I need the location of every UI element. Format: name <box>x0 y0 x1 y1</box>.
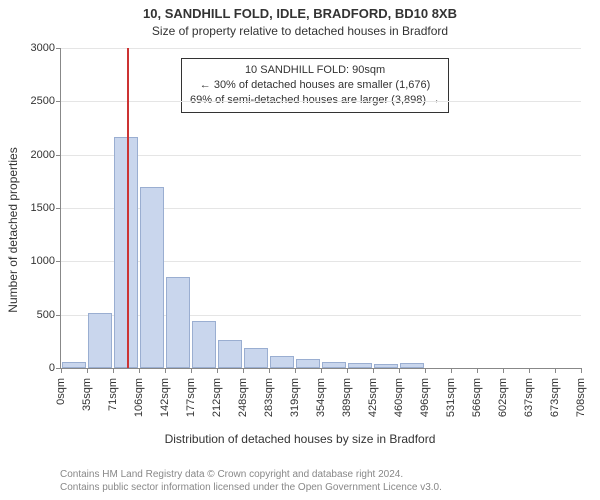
x-tick-label: 71sqm <box>107 378 119 411</box>
y-tick <box>56 155 61 156</box>
x-tick-label: 142sqm <box>159 378 171 417</box>
x-tick-label: 496sqm <box>419 378 431 417</box>
x-tick-label: 637sqm <box>523 378 535 417</box>
x-tick-label: 566sqm <box>471 378 483 417</box>
x-tick <box>321 368 322 373</box>
y-tick-label: 500 <box>15 309 55 321</box>
attribution-text: Contains HM Land Registry data © Crown c… <box>60 468 442 494</box>
x-tick-label: 35sqm <box>81 378 93 411</box>
x-tick <box>373 368 374 373</box>
x-tick-label: 531sqm <box>445 378 457 417</box>
x-tick <box>477 368 478 373</box>
x-tick-label: 602sqm <box>497 378 509 417</box>
x-tick <box>503 368 504 373</box>
x-tick <box>113 368 114 373</box>
x-tick <box>61 368 62 373</box>
y-tick-label: 1500 <box>15 202 55 214</box>
x-tick-label: 673sqm <box>549 378 561 417</box>
x-tick-label: 425sqm <box>367 378 379 417</box>
x-tick-label: 177sqm <box>185 378 197 417</box>
histogram-bar <box>218 340 241 368</box>
x-tick-label: 708sqm <box>575 378 587 417</box>
x-tick-label: 389sqm <box>341 378 353 417</box>
chart-container: 10, SANDHILL FOLD, IDLE, BRADFORD, BD10 … <box>0 0 600 500</box>
y-tick-label: 0 <box>15 362 55 374</box>
grid-line <box>61 208 581 209</box>
x-axis-label: Distribution of detached houses by size … <box>0 432 600 446</box>
x-tick-label: 460sqm <box>393 378 405 417</box>
x-tick <box>269 368 270 373</box>
grid-line <box>61 48 581 49</box>
attribution-line2: Contains public sector information licen… <box>60 481 442 494</box>
x-tick <box>399 368 400 373</box>
x-tick-label: 248sqm <box>237 378 249 417</box>
histogram-bar <box>296 359 319 368</box>
y-tick <box>56 208 61 209</box>
x-tick <box>165 368 166 373</box>
x-tick-label: 319sqm <box>289 378 301 417</box>
x-tick-label: 354sqm <box>315 378 327 417</box>
histogram-bar <box>114 137 137 368</box>
y-tick-label: 2500 <box>15 95 55 107</box>
callout-box: 10 SANDHILL FOLD: 90sqm ← 30% of detache… <box>181 58 449 113</box>
callout-line1: 10 SANDHILL FOLD: 90sqm <box>190 63 440 78</box>
callout-line2: ← 30% of detached houses are smaller (1,… <box>190 78 440 93</box>
y-tick <box>56 101 61 102</box>
histogram-bar <box>192 321 215 368</box>
histogram-bar <box>400 363 423 368</box>
x-tick-label: 212sqm <box>211 378 223 417</box>
y-tick <box>56 48 61 49</box>
histogram-bar <box>62 362 85 368</box>
y-tick-label: 2000 <box>15 149 55 161</box>
attribution-line1: Contains HM Land Registry data © Crown c… <box>60 468 442 481</box>
x-tick <box>295 368 296 373</box>
x-tick <box>451 368 452 373</box>
x-tick <box>347 368 348 373</box>
grid-line <box>61 315 581 316</box>
x-tick-label: 0sqm <box>55 378 67 405</box>
x-tick <box>243 368 244 373</box>
histogram-bar <box>348 363 371 368</box>
x-tick-label: 106sqm <box>133 378 145 417</box>
histogram-bar <box>322 362 345 368</box>
y-tick-label: 1000 <box>15 255 55 267</box>
x-tick <box>191 368 192 373</box>
y-tick <box>56 315 61 316</box>
grid-line <box>61 101 581 102</box>
histogram-bar <box>166 277 189 368</box>
x-tick <box>529 368 530 373</box>
histogram-bar <box>140 187 163 368</box>
plot-area: 10 SANDHILL FOLD: 90sqm ← 30% of detache… <box>60 48 581 369</box>
x-tick <box>555 368 556 373</box>
histogram-bar <box>244 348 267 368</box>
grid-line <box>61 155 581 156</box>
x-tick <box>139 368 140 373</box>
histogram-bar <box>88 313 111 368</box>
callout-line3: 69% of semi-detached houses are larger (… <box>190 93 440 108</box>
page-title: 10, SANDHILL FOLD, IDLE, BRADFORD, BD10 … <box>0 6 600 21</box>
property-marker-line <box>127 48 129 368</box>
x-tick <box>425 368 426 373</box>
grid-line <box>61 261 581 262</box>
y-tick-label: 3000 <box>15 42 55 54</box>
chart-subtitle: Size of property relative to detached ho… <box>0 24 600 38</box>
x-tick <box>217 368 218 373</box>
x-tick <box>581 368 582 373</box>
histogram-bar <box>374 364 397 368</box>
x-tick <box>87 368 88 373</box>
y-tick <box>56 261 61 262</box>
histogram-bar <box>270 356 293 368</box>
x-tick-label: 283sqm <box>263 378 275 417</box>
